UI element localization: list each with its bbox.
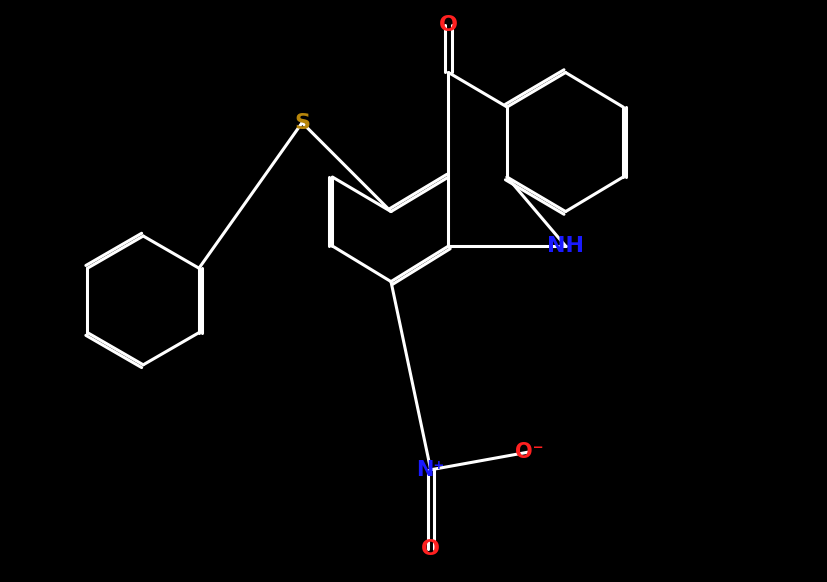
Text: O⁻: O⁻ <box>514 442 543 462</box>
Text: N⁺: N⁺ <box>416 460 444 480</box>
Text: S: S <box>294 113 310 133</box>
Text: O: O <box>421 540 440 559</box>
Text: O: O <box>438 16 457 36</box>
Text: NH: NH <box>547 236 583 256</box>
